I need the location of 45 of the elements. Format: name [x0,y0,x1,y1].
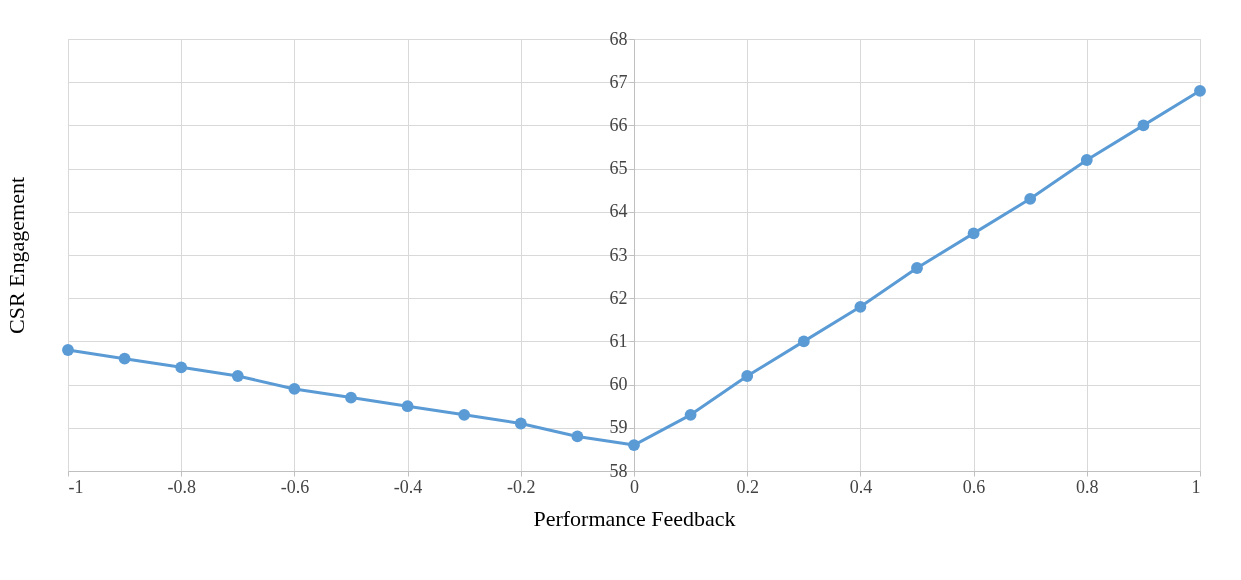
x-tick-label: 1 [1191,476,1201,497]
point [118,352,131,365]
y-tick-label: 67 [609,71,628,92]
x-tick-label: 0 [630,476,639,497]
x-tick-label: -0.6 [280,476,310,497]
point [628,439,640,451]
point [1194,84,1206,97]
point [1080,154,1093,166]
point [967,227,980,240]
x-tick-label: 0.8 [1076,476,1099,497]
point [911,262,923,274]
point [401,400,414,413]
point [288,383,301,395]
y-tick-label: 68 [609,28,628,49]
y-tick-label: 60 [609,374,628,395]
x-tick-label: -0.4 [393,476,423,497]
y-tick-label: 59 [609,417,628,438]
x-tick-label: 0.2 [736,476,759,497]
y-tick-label: 61 [609,330,628,351]
point [797,335,810,348]
point [62,344,74,356]
point [684,408,697,421]
point [458,408,471,421]
point [741,370,754,382]
point [231,370,244,382]
point [571,430,584,443]
point [345,391,357,404]
y-tick-label: 58 [609,460,628,481]
point [175,361,188,374]
x-tick-label: -0.2 [507,476,536,497]
point [1024,192,1037,205]
y-tick-label: 64 [609,201,628,222]
y-tick-label: 62 [609,287,628,308]
point [854,300,867,313]
y-axis-title: CSR Engagement [3,176,29,335]
point [514,417,527,430]
x-tick-label: 0.6 [962,476,986,497]
y-tick-label: 66 [609,114,628,135]
y-tick-label: 65 [609,158,628,179]
x-tick-label: -1 [68,476,84,497]
point [1137,119,1150,132]
x-tick-label: -0.8 [167,476,196,497]
x-tick-label: 0.4 [849,476,873,497]
x-axis-title: Performance Feedback [533,505,736,531]
y-tick-label: 63 [609,244,628,265]
